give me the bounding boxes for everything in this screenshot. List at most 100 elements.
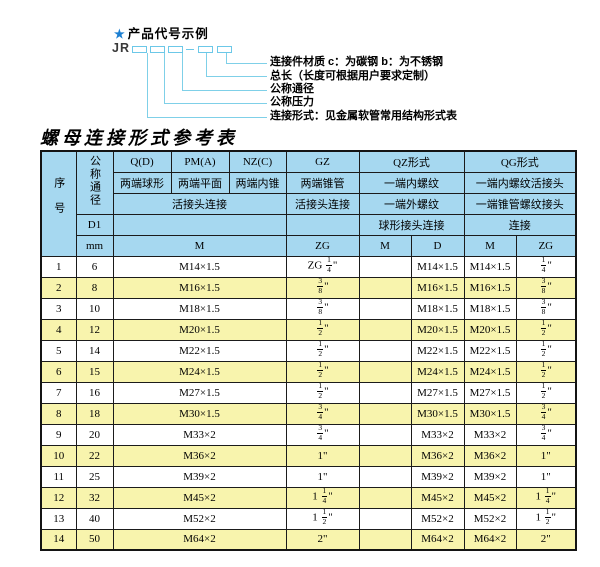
table-row: 10 22 M36×2 1" M36×2 M36×2 1" — [40, 444, 577, 467]
cell-zg: 3 4 " — [285, 423, 360, 446]
connector-line — [182, 90, 267, 91]
cell-qg-zg: 1 1 2 " — [515, 507, 577, 530]
cell-qz-m — [358, 255, 412, 278]
cell-zg: ZG 1 4 " — [285, 255, 360, 278]
cell-seq: 1 — [40, 255, 77, 278]
cell-qg-m: M20×1.5 — [463, 318, 517, 341]
code-box-1 — [132, 46, 147, 53]
connector-line — [164, 53, 165, 103]
code-box-3 — [168, 46, 183, 53]
table-row: 13 40 M52×2 1 1 2 " M52×2 M52×2 1 1 2 " — [40, 507, 577, 530]
cell-zg: 1" — [285, 444, 360, 467]
cell-qg-m: M16×1.5 — [463, 276, 517, 299]
d1-label: D1 — [75, 213, 114, 236]
label-nominal-diameter: 公称通径 — [270, 83, 314, 95]
cell-qg-zg: 1 2 " — [515, 381, 577, 404]
cell-seq: 2 — [40, 276, 77, 299]
col-q: Q(D) — [112, 150, 172, 173]
header-row-units: mm M ZG M D M ZG — [41, 234, 577, 257]
cell-zg: 3 4 " — [285, 402, 360, 425]
cell-qz-d: M39×2 — [410, 465, 465, 488]
cell-qz-m — [358, 423, 412, 446]
cell-dn: 50 — [75, 528, 114, 551]
cell-m: M36×2 — [112, 444, 287, 467]
qg-desc2: 一端锥管螺纹接头 — [463, 192, 577, 215]
connector-line — [206, 53, 207, 76]
cell-qg-zg: 1" — [515, 444, 577, 467]
cell-seq: 6 — [40, 360, 77, 383]
unit-zg: ZG — [285, 234, 360, 257]
star-icon: ★ — [114, 27, 126, 41]
cell-qg-zg: 2" — [515, 528, 577, 551]
cell-dn: 10 — [75, 297, 114, 320]
cell-m: M27×1.5 — [112, 381, 287, 404]
cell-m: M22×1.5 — [112, 339, 287, 362]
cell-dn: 16 — [75, 381, 114, 404]
cell-zg: 2" — [285, 528, 360, 551]
cell-qg-zg: 1 2 " — [515, 318, 577, 341]
unit-qg-m: M — [463, 234, 517, 257]
table-title: 螺母连接形式参考表 — [40, 128, 238, 149]
code-dash — [186, 49, 194, 50]
cell-qz-m — [358, 276, 412, 299]
table-row: 2 8 M16×1.5 3 8 " M16×1.5 M16×1.5 3 8 " — [40, 276, 577, 299]
col-qz: QZ形式 — [358, 150, 465, 173]
cell-seq: 8 — [40, 402, 77, 425]
cell-m: M16×1.5 — [112, 276, 287, 299]
mm-label: mm — [75, 234, 114, 257]
unit-qg-zg: ZG — [515, 234, 577, 257]
cell-qz-d: M64×2 — [410, 528, 465, 551]
header-row-forms: 序号 公称通径 Q(D) PM(A) NZ(C) GZ QZ形式 QG形式 — [40, 150, 577, 257]
pm-desc: 两端平面 — [170, 171, 230, 194]
table-row: 5 14 M22×1.5 1 2 " M22×1.5 M22×1.5 1 2 " — [40, 339, 577, 362]
cell-m: M18×1.5 — [112, 297, 287, 320]
cell-m: M52×2 — [112, 507, 287, 530]
nut-connection-table: 序号 公称通径 Q(D) PM(A) NZ(C) GZ QZ形式 QG形式 两端… — [40, 150, 578, 551]
cell-zg: 1" — [285, 465, 360, 488]
label-connection-form: 连接形式：见金属软管常用结构形式表 — [270, 110, 457, 122]
cell-qg-m: M14×1.5 — [463, 255, 517, 278]
qg-desc1: 一端内螺纹活接头 — [463, 171, 577, 194]
cell-qz-m — [358, 297, 412, 320]
cell-qz-d: M22×1.5 — [410, 339, 465, 362]
qz-desc1: 一端内螺纹 — [358, 171, 465, 194]
table-row: 9 20 M33×2 3 4 " M33×2 M33×2 3 4 " — [40, 423, 577, 446]
cell-zg: 1 1 2 " — [285, 507, 360, 530]
unit-m: M — [112, 234, 287, 257]
cell-qz-d: M45×2 — [410, 486, 465, 509]
cell-seq: 7 — [40, 381, 77, 404]
table-row: 7 16 M27×1.5 1 2 " M27×1.5 M27×1.5 1 2 " — [40, 381, 577, 404]
cell-qg-m: M45×2 — [463, 486, 517, 509]
cell-qz-m — [358, 465, 412, 488]
cell-seq: 10 — [40, 444, 77, 467]
unit-qz-m: M — [358, 234, 412, 257]
cell-qg-zg: 1 2 " — [515, 360, 577, 383]
cell-zg: 1 1 4 " — [285, 486, 360, 509]
cell-qz-d: M18×1.5 — [410, 297, 465, 320]
gz-connection: 活接头连接 — [285, 192, 360, 215]
connector-line — [147, 53, 148, 117]
cell-seq: 14 — [40, 528, 77, 551]
cell-m: M30×1.5 — [112, 402, 287, 425]
cell-dn: 22 — [75, 444, 114, 467]
cell-dn: 25 — [75, 465, 114, 488]
cell-qz-d: M52×2 — [410, 507, 465, 530]
cell-qg-m: M33×2 — [463, 423, 517, 446]
connector-line — [206, 76, 267, 77]
table-row: 3 10 M18×1.5 3 8 " M18×1.5 M18×1.5 3 8 " — [40, 297, 577, 320]
cell-dn: 15 — [75, 360, 114, 383]
cell-dn: 14 — [75, 339, 114, 362]
label-material: 连接件材质 c：为碳钢 b：为不锈钢 — [270, 56, 443, 68]
cell-seq: 9 — [40, 423, 77, 446]
diagram-title-text: 产品代号示例 — [127, 27, 209, 41]
